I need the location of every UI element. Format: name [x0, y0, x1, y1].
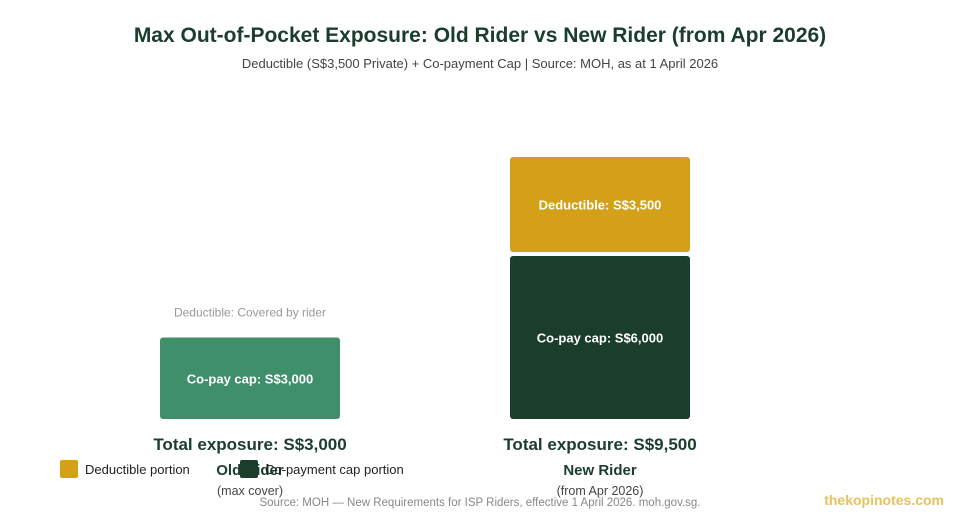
category-sublabel-1: (from Apr 2026) [557, 484, 644, 498]
total-label-1: Total exposure: S$9,500 [503, 435, 696, 454]
legend-swatch-deductible [60, 460, 78, 478]
bar-segment-deductible-1 [510, 157, 690, 253]
bar-segment-copay-0 [160, 337, 340, 419]
chart-subtitle: Deductible (S$3,500 Private) + Co-paymen… [241, 56, 719, 71]
legend-item-deductible: Deductible portion [60, 460, 190, 478]
bar-label-copay-1: Co-pay cap: S$6,000 [537, 331, 663, 346]
legend-label-deductible: Deductible portion [85, 461, 190, 477]
legend-label-copay: Co-payment cap portion [265, 461, 404, 477]
chart-title: Max Out-of-Pocket Exposure: Old Rider vs… [133, 24, 827, 47]
legend-swatch-copay [240, 460, 258, 478]
bar-note-0: Deductible: Covered by rider [174, 306, 326, 320]
bar-label-copay-0: Co-pay cap: S$3,000 [187, 371, 313, 386]
source-note: Source: MOH — New Requirements for ISP R… [259, 497, 701, 509]
bar-label-deductible-1: Deductible: S$3,500 [539, 198, 662, 213]
bar-segment-copay-1 [510, 256, 690, 419]
legend-item-copay: Co-payment cap portion [240, 460, 404, 478]
category-sublabel-0: (max cover) [217, 484, 283, 498]
category-label-1: New Rider [563, 462, 637, 479]
brand-watermark: thekopinotes.com [824, 492, 944, 508]
total-label-0: Total exposure: S$3,000 [153, 435, 346, 454]
